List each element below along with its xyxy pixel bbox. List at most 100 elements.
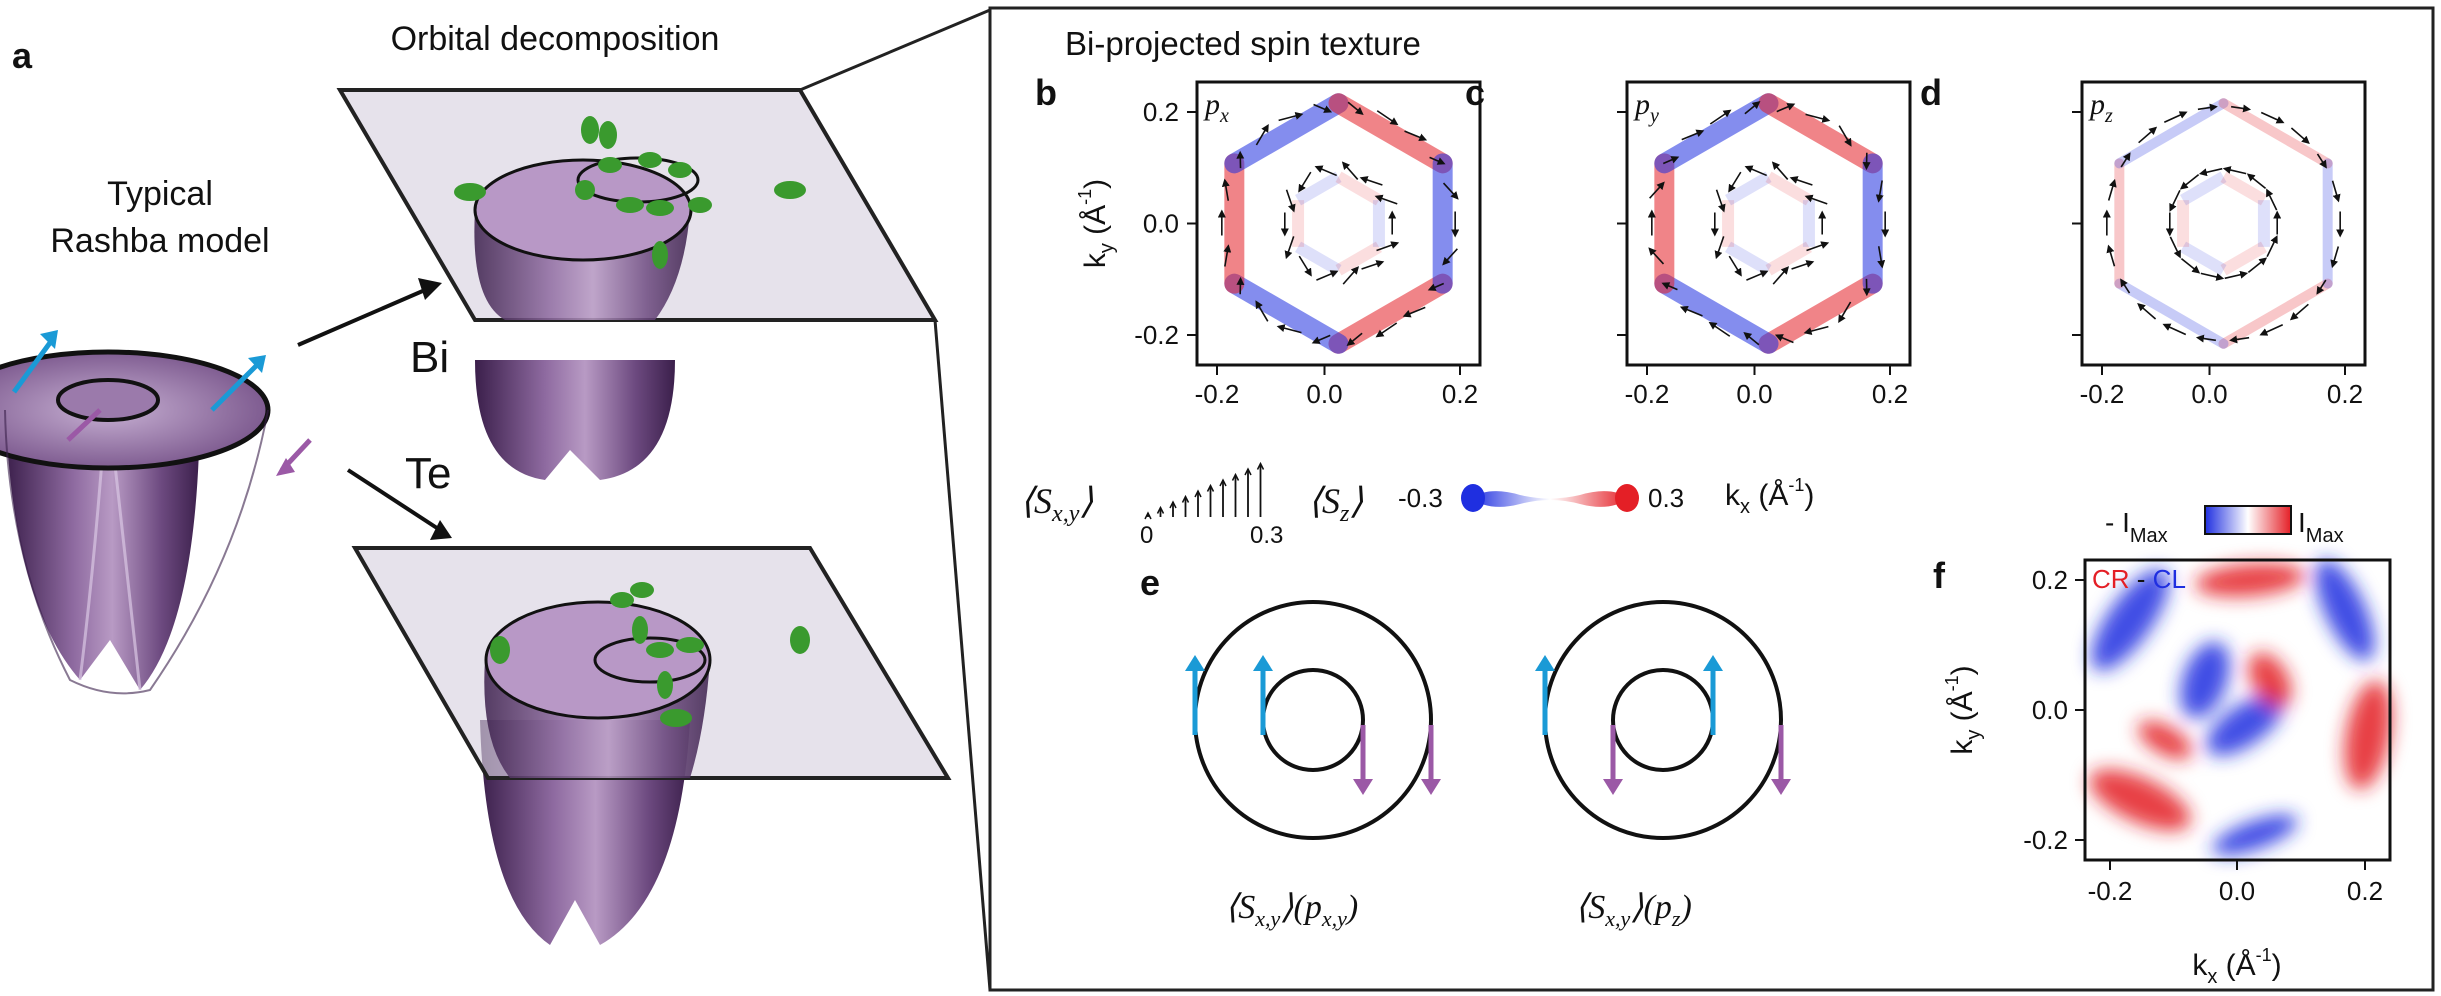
sz-inner-lobe	[1765, 171, 1812, 206]
spin-arrow	[1679, 305, 1703, 317]
y-tick-label: 0.0	[1143, 209, 1179, 239]
sz-lobe	[1654, 93, 1779, 174]
x-tick-label: 0.0	[2191, 379, 2227, 409]
x-tick-label: 0.0	[1306, 379, 1342, 409]
spin-arrow	[1223, 244, 1232, 267]
sz-inner-lobe	[2220, 241, 2267, 276]
sz-lobe	[1224, 273, 1349, 354]
outer-band	[1543, 600, 1783, 840]
sz-lobe	[1654, 273, 1779, 354]
spin-arrow	[1427, 282, 1445, 291]
spin-arrow	[2163, 111, 2188, 124]
spin-arrow	[1347, 101, 1364, 116]
spin-arrow	[1442, 248, 1458, 266]
shared-xlabel: kx (Å-1)	[1725, 475, 1814, 518]
legend-sz-max: 0.3	[1648, 483, 1684, 513]
spin-arrow	[1255, 300, 1269, 322]
spin-arrow	[1746, 270, 1769, 281]
spin-arrow	[1875, 180, 1884, 203]
legend-arrow-head	[1169, 500, 1177, 509]
f-x-tick-label: -0.2	[2088, 876, 2133, 906]
spin-arrow	[1311, 334, 1331, 344]
zoom-line-bottom	[933, 319, 992, 991]
spin-arrow	[2229, 335, 2250, 344]
spin-arrow	[1298, 255, 1312, 277]
spin-arrow	[2138, 126, 2158, 144]
spin-arrow	[2260, 111, 2285, 124]
spin-arrow	[2290, 127, 2310, 144]
inner-band	[1261, 668, 1365, 772]
rashba-model-cup	[0, 349, 271, 695]
legend-sxy-max: 0.3	[1250, 522, 1283, 549]
legend-cl: CL	[2153, 564, 2186, 594]
legend-sz: ⟨Sz⟩ -0.3 0.3	[1308, 481, 1684, 527]
spin-arrow	[2195, 334, 2216, 343]
spin-arrow	[1402, 306, 1426, 318]
cd-blob	[2315, 559, 2375, 661]
sz-inner-lobe	[2180, 241, 2227, 276]
cd-blob	[2089, 769, 2191, 831]
sz-lobe	[2218, 98, 2333, 169]
spin-arrow	[1359, 176, 1383, 186]
x-tick-label: -0.2	[2080, 379, 2125, 409]
sz-lobe	[2114, 98, 2229, 169]
panel-letter-c: c	[1465, 72, 1485, 113]
legend-arrow-head	[1206, 483, 1215, 492]
y-tick-label: -0.2	[1134, 320, 1179, 350]
panel-letter-d: d	[1920, 72, 1942, 113]
legend-arrow-head	[1144, 511, 1152, 520]
outer-band	[1193, 600, 1433, 840]
svg-text:⟨Sx,y⟩: ⟨Sx,y⟩	[1020, 481, 1093, 527]
spin-panel-d: d pz -0.2 0.0 0.2	[1920, 72, 2367, 409]
f-y-tick-label: 0.0	[2032, 695, 2068, 725]
panel-e-label-left: ⟨Sx,y⟩(px,y)	[1225, 889, 1358, 931]
spin-arrow	[1284, 236, 1295, 260]
spin-arrow	[1255, 123, 1269, 146]
spin-arrow	[2224, 270, 2249, 280]
sz-lobe	[1758, 93, 1883, 174]
spin-arrow	[2222, 166, 2247, 175]
legend-arrow-head	[1231, 472, 1240, 481]
spin-arrow	[2137, 303, 2157, 320]
spin-arrow	[1789, 176, 1813, 186]
label-bi: Bi	[410, 333, 449, 382]
svg-text:CR - CL: CR - CL	[2092, 564, 2186, 594]
sz-lobe	[1328, 93, 1453, 174]
spin-arrow	[1744, 165, 1767, 177]
panel-letter-f: f	[1933, 555, 1946, 596]
spin-arrow	[2106, 244, 2116, 267]
sz-inner-lobe	[1725, 171, 1772, 206]
spin-arrow	[1278, 112, 1304, 122]
spin-arrow	[2180, 257, 2201, 274]
cd-blob	[2212, 814, 2298, 856]
sz-lobe	[1758, 273, 1883, 354]
spin-arrow	[2231, 104, 2252, 113]
spin-arrow	[2316, 153, 2327, 169]
sz-lobe	[1224, 93, 1349, 174]
legend-cr: CR	[2092, 564, 2130, 594]
orbital-label: px	[1203, 88, 1229, 127]
cd-map	[2089, 559, 2392, 856]
spin-arrow	[1442, 182, 1459, 200]
spin-arrow	[1838, 301, 1852, 324]
spin-arrow	[1313, 103, 1333, 113]
spin-arrow	[1877, 246, 1886, 269]
spin-arrow	[2169, 189, 2181, 212]
cd-blob	[2344, 680, 2392, 790]
spin-arrow	[1376, 110, 1399, 126]
legend-sz-min: -0.3	[1398, 483, 1443, 513]
spin-arrow	[1316, 270, 1339, 281]
spin-arrow	[2120, 278, 2131, 294]
panel-f-ylabel: ky (Å-1)	[1942, 665, 1985, 754]
spin-arrow	[1221, 178, 1230, 201]
spin-arrow	[2162, 323, 2187, 336]
spin-arrow	[1805, 113, 1831, 123]
spin-arrow	[2316, 279, 2327, 295]
sz-inner-lobe	[1765, 241, 1812, 276]
f-x-tick-label: 0.2	[2347, 876, 2383, 906]
spin-arrow	[2200, 272, 2225, 281]
x-tick-label: 0.2	[1442, 379, 1478, 409]
f-x-tick-label: 0.0	[2219, 876, 2255, 906]
arrow-to-te	[346, 468, 442, 532]
spin-arrow	[1648, 247, 1665, 265]
